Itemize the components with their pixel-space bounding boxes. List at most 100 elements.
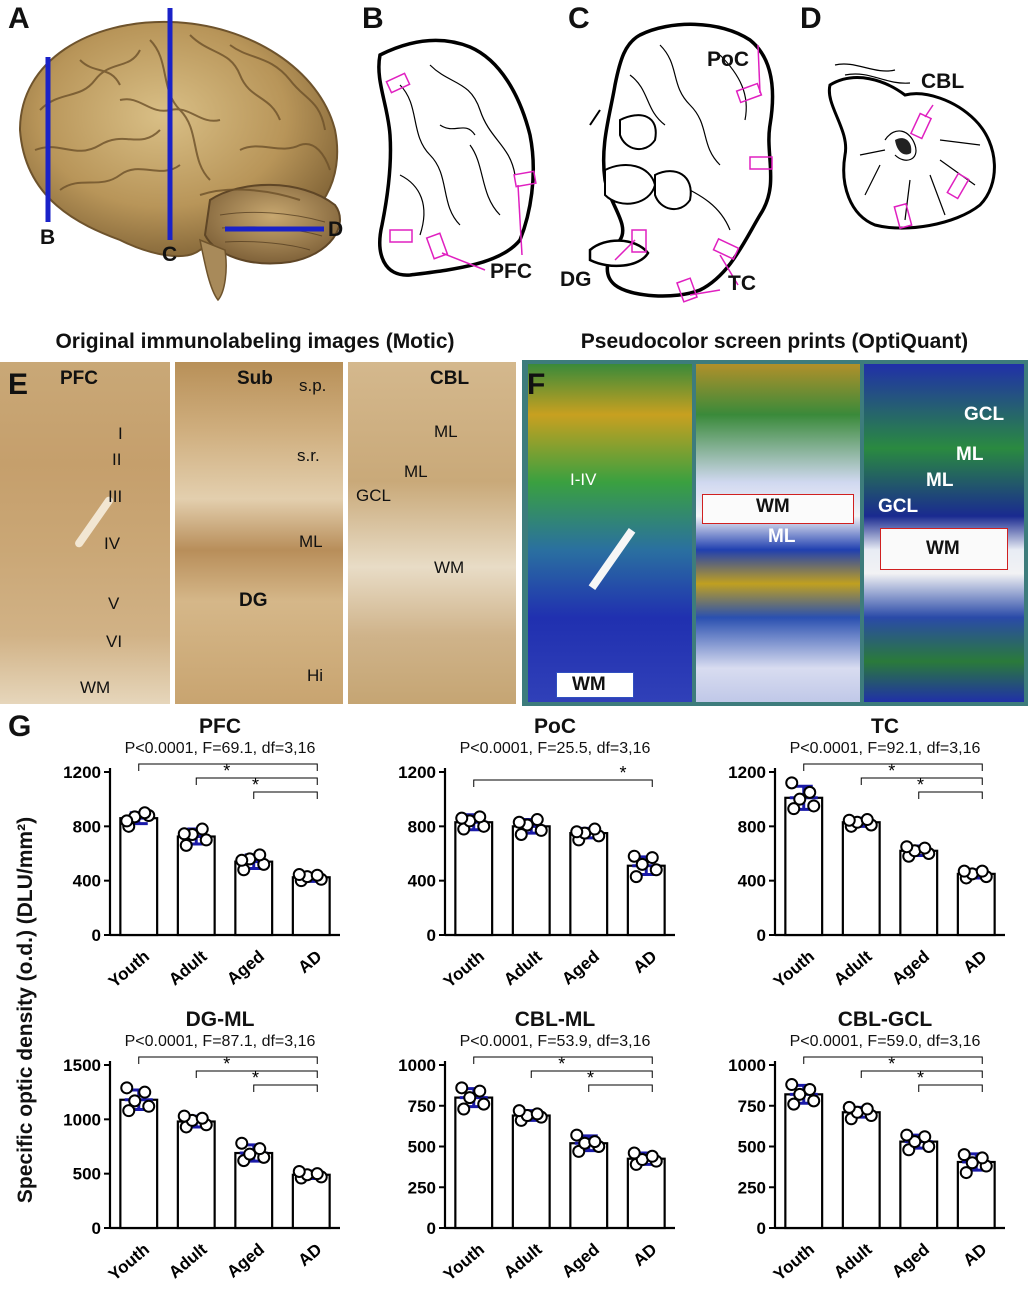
x-tick-label: Youth [105,947,153,992]
panel-letter-f: F [527,368,546,401]
x-tick-label: Aged [558,1240,603,1282]
data-point [900,1128,914,1142]
significance-star: * [917,1068,924,1088]
significance-star: * [529,1053,536,1060]
panel-letter-c: C [568,2,590,35]
data-point [473,1084,487,1098]
y-tick-label: 400 [408,872,436,891]
chart-subtitle-cbl-ml: P<0.0001, F=53.9, df=3,16 [459,1033,651,1050]
data-point [514,827,528,841]
bar-youth [119,1098,159,1230]
data-point [243,1147,257,1161]
bar-chart-cbl-ml: 0 250 500 750 1000 Youth Adult Aged AD * * * [398,1053,675,1285]
bar-adult [511,1114,551,1230]
data-point [120,814,134,828]
data-point [177,827,191,841]
data-point [253,1142,267,1156]
x-tick-label: AD [960,947,991,977]
cerebellum-section-outline [827,63,996,230]
x-tick-label: AD [295,1240,326,1270]
significance-star: * [194,760,201,767]
y-tick-label: 500 [408,1138,436,1157]
significance-star: * [223,761,230,781]
data-point [959,1166,973,1180]
cbl-micrograph: CBL ML ML GCL WM [348,362,516,704]
x-tick-label: Adult [500,946,546,989]
bar-adult [511,825,551,937]
x-tick-label: AD [630,947,661,977]
bar-chart-dg-ml: 0 500 1000 1500 Youth Adult Aged AD * * * [63,1053,340,1285]
data-point [570,1128,584,1142]
tc-region-label: TC [728,272,756,295]
bar-youth [784,1093,824,1230]
y-tick-label: 400 [73,872,101,891]
data-point [807,1094,821,1108]
dg-region-label: DG [560,268,592,291]
x-tick-label: Youth [440,1240,488,1285]
bar-chart-tc: 0 400 800 1200 Youth Adult Aged AD * * * [728,760,1005,991]
significance-star: * [587,1068,594,1088]
pfc-pseudocolor: I-IV WM [528,364,692,702]
bar-adult [841,821,881,937]
data-point [235,1136,249,1150]
pfc-layer-ii: II [112,450,122,469]
y-tick-label: 800 [408,817,436,836]
cbl-pseudo-label-ml-1: ML [956,444,984,465]
sub-label-sp: s.p. [299,376,327,395]
data-point [645,1149,659,1163]
pfc-layer-wm: WM [80,678,111,697]
x-tick-label: Adult [165,1239,211,1282]
significance-star: * [194,1053,201,1060]
y-tick-label: 1200 [63,763,101,782]
x-tick-label: Adult [830,946,876,989]
data-point [195,822,209,836]
significance-bracket [918,791,983,799]
data-point [138,806,152,820]
cut-label-d: D [328,218,344,241]
data-point [457,1102,471,1116]
pfc-pseudo-label-wm: WM [572,674,606,695]
data-point [138,1085,152,1099]
data-point [957,1148,971,1162]
chart-subtitle-cbl-gcl: P<0.0001, F=59.0, df=3,16 [789,1033,981,1050]
panel-letter-a: A [8,2,30,35]
cbl-pseudo-label-gcl-1: GCL [964,404,1005,425]
sub-label-hi: Hi [307,666,324,685]
data-point [918,1130,932,1144]
data-point [860,813,874,827]
sub-pseudo-label-ml: ML [768,526,796,547]
data-point [310,1167,324,1181]
cbl-pseudo-label-wm: WM [926,538,960,559]
brain-photo [18,8,341,302]
data-point [455,1081,469,1095]
data-point [785,1078,799,1092]
bar-youth [454,821,494,937]
data-point [918,841,932,855]
cbl-region-label: CBL [921,70,965,93]
cut-label-c: C [162,243,178,266]
bar-adult [176,1120,216,1230]
significance-star: * [223,1054,230,1074]
data-point [787,1097,801,1111]
data-point [787,802,801,816]
bar-youth [454,1096,494,1230]
x-tick-label: AD [630,1240,661,1270]
chart-subtitle-pfc: P<0.0001, F=69.1, df=3,16 [124,740,316,757]
x-tick-label: Adult [500,1239,546,1282]
y-tick-label: 250 [738,1178,766,1197]
x-tick-label: Youth [105,1240,153,1285]
sub-pseudocolor: WM ML [696,364,860,702]
cbl-label-gcl: GCL [356,486,391,505]
bar-chart-poc: 0 400 800 1200 Youth Adult Aged AD * [398,763,675,991]
cbl-label-ml-2: ML [404,462,428,481]
data-point [477,1097,491,1111]
significance-star: * [888,1054,895,1074]
cbl-pseudo-label-gcl-2: GCL [878,496,919,517]
cbl-label-ml-1: ML [434,422,458,441]
bar-ad [291,876,331,937]
data-point [629,870,643,884]
data-point [793,1087,807,1101]
panel-e-title: Original immunolabeling images (Motic) [55,330,455,353]
y-tick-label: 0 [427,926,436,945]
y-tick-label: 750 [408,1097,436,1116]
